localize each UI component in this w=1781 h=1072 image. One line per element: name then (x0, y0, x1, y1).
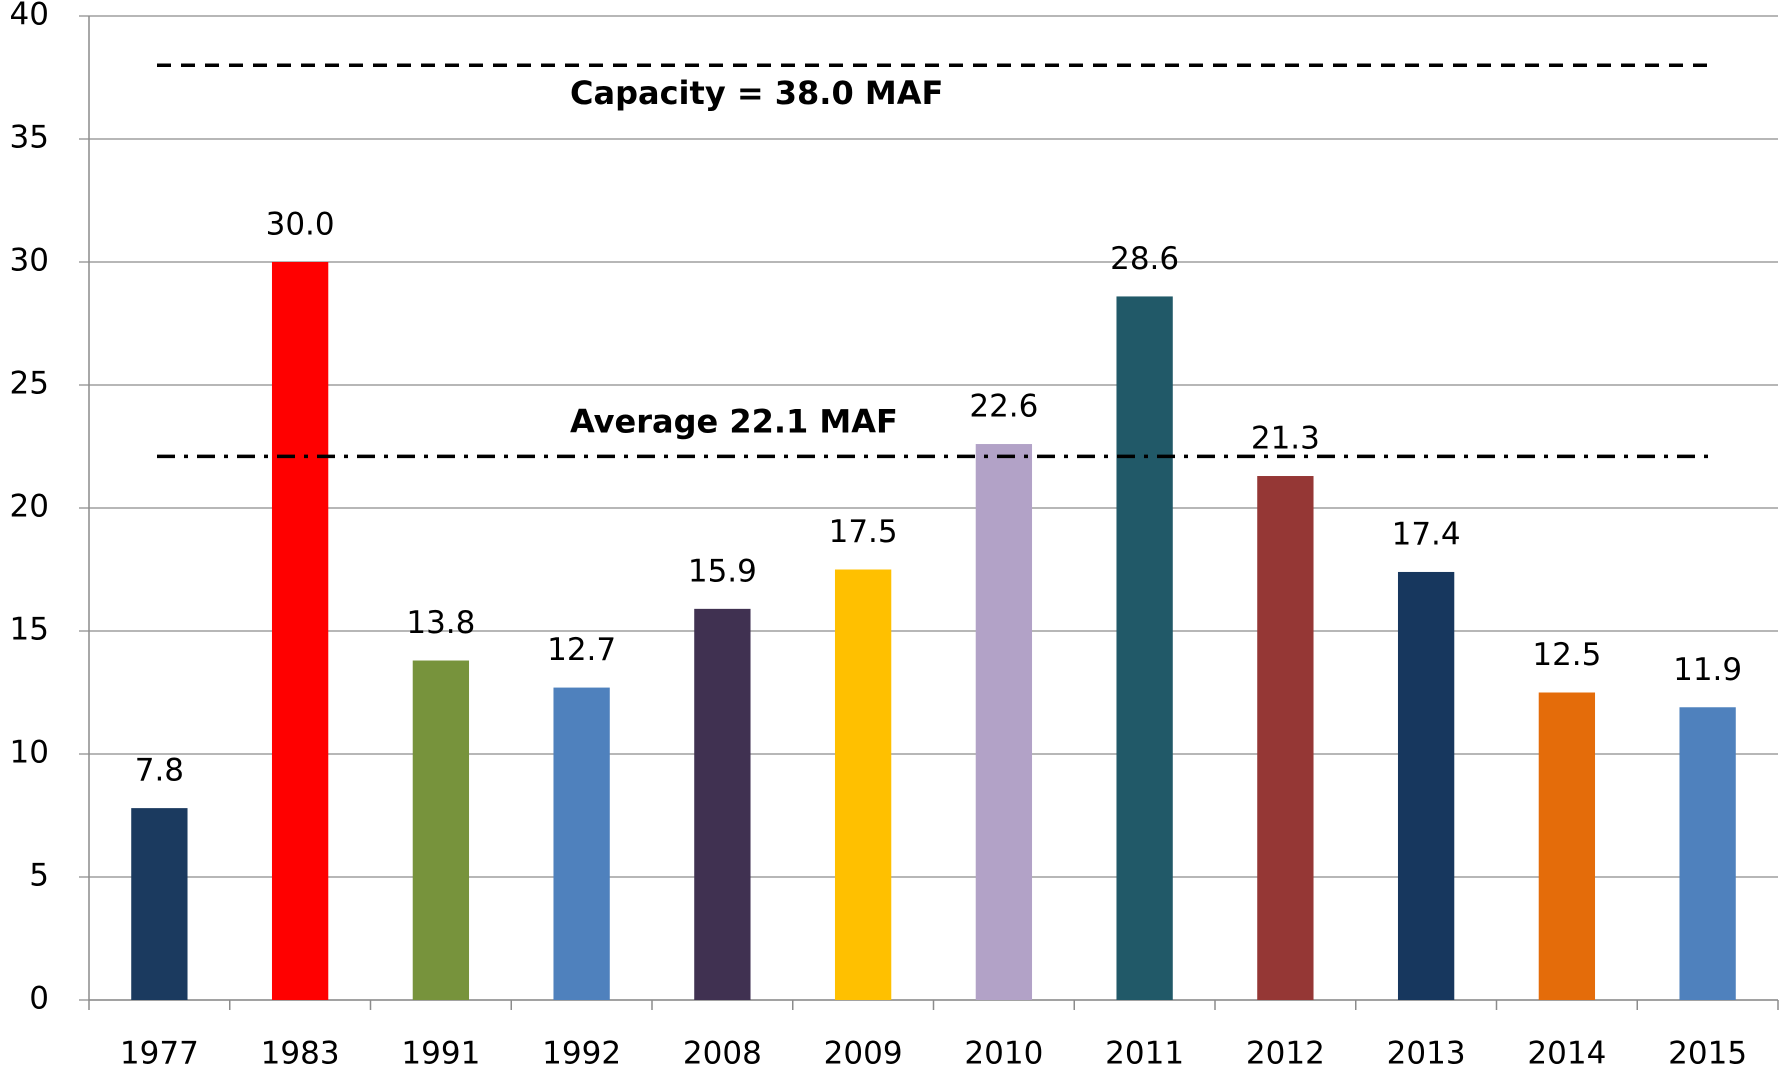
x-tick-label: 2012 (1246, 1036, 1325, 1072)
data-label: 15.9 (688, 553, 757, 589)
data-label: 12.5 (1532, 637, 1601, 673)
bar (553, 687, 610, 1000)
x-tick-label: 2009 (824, 1036, 903, 1072)
x-tick-label: 1977 (120, 1036, 199, 1072)
y-tick-label: 25 (10, 366, 49, 402)
data-label: 11.9 (1673, 652, 1742, 688)
y-tick-label: 35 (10, 120, 49, 156)
reference-label: Average 22.1 MAF (570, 402, 898, 440)
y-tick-label: 40 (10, 0, 49, 33)
reference-label: Capacity = 38.0 MAF (570, 74, 943, 112)
x-tick-label: 1991 (401, 1036, 480, 1072)
y-tick-label: 15 (10, 612, 49, 648)
data-label: 12.7 (547, 632, 616, 668)
bar (694, 608, 751, 1000)
x-tick-label: 2015 (1668, 1036, 1747, 1072)
y-tick-label: 30 (10, 243, 49, 279)
data-label: 17.5 (829, 514, 898, 550)
data-label: 28.6 (1110, 241, 1179, 277)
bar (1397, 571, 1455, 1000)
x-tick-label: 2013 (1387, 1036, 1466, 1072)
data-label: 21.3 (1251, 421, 1320, 457)
y-tick-label: 20 (10, 489, 49, 525)
data-label: 22.6 (969, 389, 1038, 425)
bar (131, 808, 188, 1000)
y-tick-label: 0 (29, 981, 49, 1017)
data-label: 7.8 (135, 753, 184, 789)
bar (1257, 476, 1314, 1000)
y-tick-label: 5 (29, 858, 49, 894)
bar (271, 262, 329, 1000)
x-tick-label: 1983 (261, 1036, 340, 1072)
x-tick-label: 2010 (964, 1036, 1043, 1072)
bar (1679, 707, 1736, 1000)
bar (1538, 692, 1596, 1000)
x-tick-label: 2011 (1105, 1036, 1184, 1072)
bar (975, 444, 1033, 1000)
bar (1116, 296, 1173, 1000)
x-tick-label: 2014 (1527, 1036, 1606, 1072)
x-tick-label: 2008 (683, 1036, 762, 1072)
data-label: 30.0 (266, 207, 335, 243)
bar (412, 660, 470, 1000)
x-tick-label: 1992 (542, 1036, 621, 1072)
y-tick-label: 10 (10, 735, 49, 771)
bar (834, 569, 892, 1000)
data-label: 13.8 (406, 605, 475, 641)
data-label: 17.4 (1392, 516, 1461, 552)
